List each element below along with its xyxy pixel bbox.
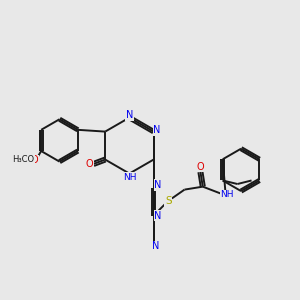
- Text: H₃CO: H₃CO: [12, 155, 34, 164]
- Text: O: O: [196, 162, 204, 172]
- Text: N: N: [154, 125, 161, 135]
- Text: NH: NH: [220, 190, 234, 200]
- Text: N: N: [154, 211, 162, 220]
- Text: N: N: [152, 242, 160, 251]
- Text: O: O: [86, 159, 93, 169]
- Text: N: N: [154, 180, 162, 190]
- Text: NH: NH: [123, 172, 136, 182]
- Text: O: O: [31, 155, 38, 166]
- Text: N: N: [126, 110, 133, 120]
- Text: S: S: [165, 196, 172, 206]
